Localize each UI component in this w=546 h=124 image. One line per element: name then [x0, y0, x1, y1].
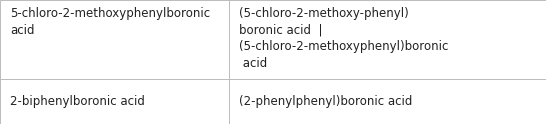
- Text: (5-chloro-2-methoxy-phenyl)
boronic acid  |
(5-chloro-2-methoxyphenyl)boronic
 a: (5-chloro-2-methoxy-phenyl) boronic acid…: [239, 7, 448, 70]
- Text: 2-biphenylboronic acid: 2-biphenylboronic acid: [10, 95, 145, 108]
- Text: (2-phenylphenyl)boronic acid: (2-phenylphenyl)boronic acid: [239, 95, 413, 108]
- Text: 5-chloro-2-methoxyphenylboronic
acid: 5-chloro-2-methoxyphenylboronic acid: [10, 7, 210, 37]
